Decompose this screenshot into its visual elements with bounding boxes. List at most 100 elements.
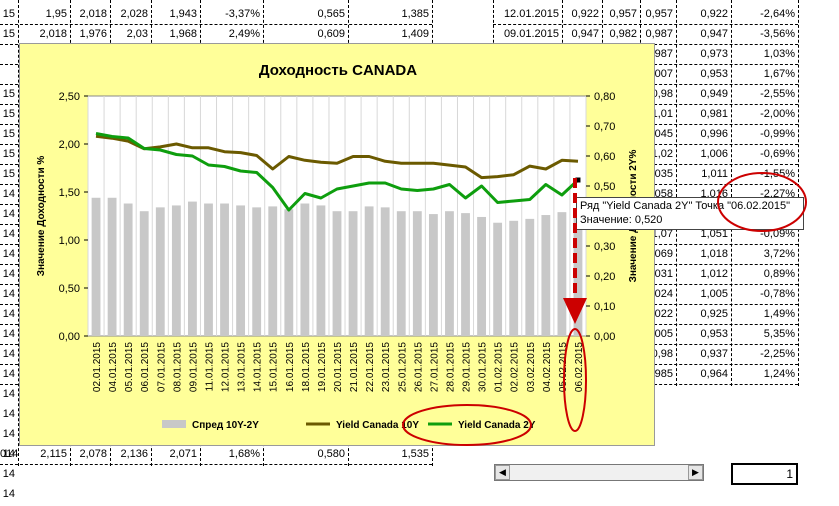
sheet-cell[interactable]: ,005 (651, 328, 673, 340)
sheet-cell[interactable]: -0,78% (760, 288, 795, 300)
sheet-cell[interactable]: 15 (2, 88, 15, 100)
sheet-cell[interactable]: 2,018 (79, 8, 107, 20)
sheet-cell[interactable]: ,985 (651, 368, 673, 380)
horizontal-scrollbar[interactable]: ◀ ▶ (494, 464, 704, 481)
scroll-left-icon[interactable]: ◀ (495, 465, 510, 480)
sheet-cell[interactable]: 1,24% (763, 368, 795, 380)
sheet-cell[interactable]: 1,006 (700, 148, 728, 160)
sheet-cell[interactable]: 2,018 (39, 28, 67, 40)
sheet-cell[interactable]: -0,69% (760, 148, 795, 160)
sheet-cell[interactable]: 0,89% (763, 268, 795, 280)
sheet-cell[interactable]: 0,973 (700, 48, 728, 60)
sheet-cell[interactable]: 0,996 (700, 128, 728, 140)
sheet-cell[interactable]: -2,64% (760, 8, 795, 20)
sheet-cell[interactable]: 15 (2, 148, 15, 160)
sheet-cell[interactable]: -0,99% (760, 128, 795, 140)
sheet-cell[interactable]: ,987 (651, 48, 673, 60)
sheet-cell[interactable]: 0,964 (700, 368, 728, 380)
sheet-cell[interactable]: 14 (2, 488, 15, 500)
sheet-cell[interactable]: 2,028 (120, 8, 148, 20)
sheet-cell[interactable]: 2,078 (79, 448, 107, 460)
sheet-cell[interactable]: 1,409 (401, 28, 429, 40)
sheet-cell[interactable]: 0,953 (700, 328, 728, 340)
sheet-cell[interactable]: 14 (2, 428, 15, 440)
sheet-cell[interactable]: 3,72% (763, 248, 795, 260)
sheet-cell[interactable]: 2,115 (40, 448, 67, 460)
sheet-cell[interactable]: 14 (2, 268, 15, 280)
sheet-cell[interactable]: 15 (2, 8, 15, 20)
sheet-cell[interactable]: 12.01.2015 (503, 8, 559, 20)
sheet-cell[interactable]: 1,943 (169, 8, 197, 20)
sheet-cell[interactable]: 1,011 (701, 168, 728, 180)
sheet-cell[interactable]: 09.01.2015 (503, 28, 559, 40)
sheet-cell[interactable]: 0,580 (317, 448, 345, 460)
sheet-cell[interactable]: 1,01 (651, 108, 673, 120)
sheet-cell[interactable]: ,024 (651, 288, 673, 300)
sheet-cell[interactable]: 0,947 (571, 28, 599, 40)
sheet-cell[interactable]: 14 (2, 368, 15, 380)
page-value-cell[interactable]: 1 (731, 463, 798, 485)
sheet-cell[interactable]: -2,25% (760, 348, 795, 360)
sheet-cell[interactable]: 0,565 (317, 8, 345, 20)
sheet-cell[interactable]: -1,55% (760, 168, 795, 180)
sheet-cell[interactable]: 14 (2, 308, 15, 320)
sheet-cell[interactable]: 1,535 (401, 448, 429, 460)
sheet-cell[interactable]: 1,976 (79, 28, 107, 40)
sheet-cell[interactable]: 15 (2, 108, 15, 120)
sheet-cell[interactable]: 014 (0, 448, 19, 460)
sheet-cell[interactable]: 1,012 (700, 268, 728, 280)
sheet-cell[interactable]: 14 (2, 208, 15, 220)
sheet-cell[interactable]: -3,56% (760, 28, 795, 40)
sheet-cell[interactable]: ,007 (651, 68, 673, 80)
sheet-cell[interactable]: 0,98 (651, 88, 673, 100)
sheet-cell[interactable]: 14 (2, 468, 15, 480)
sheet-cell[interactable]: 0,987 (645, 28, 673, 40)
sheet-cell[interactable]: -2,55% (760, 88, 795, 100)
sheet-cell[interactable]: 0,957 (609, 8, 637, 20)
sheet-cell[interactable]: 14 (2, 228, 15, 240)
sheet-cell[interactable]: 0,947 (700, 28, 728, 40)
scroll-right-icon[interactable]: ▶ (688, 465, 703, 480)
sheet-cell[interactable]: 2,136 (120, 448, 148, 460)
sheet-cell[interactable]: 0,957 (645, 8, 673, 20)
sheet-cell[interactable]: 0,609 (317, 28, 345, 40)
sheet-cell[interactable]: 0,949 (700, 88, 728, 100)
sheet-cell[interactable]: 1,49% (763, 308, 795, 320)
sheet-cell[interactable]: 1,968 (169, 28, 197, 40)
sheet-cell[interactable]: 0,922 (700, 8, 728, 20)
sheet-cell[interactable]: ,035 (651, 168, 673, 180)
chart-area[interactable]: Доходность CANADA 0,00 0,50 1,00 1,50 2,00 2,5… (19, 43, 655, 446)
sheet-cell[interactable]: 14 (2, 288, 15, 300)
sheet-cell[interactable]: 14 (2, 188, 15, 200)
sheet-cell[interactable]: 14 (2, 408, 15, 420)
sheet-cell[interactable]: 0,925 (700, 308, 728, 320)
sheet-cell[interactable]: 14 (2, 248, 15, 260)
sheet-cell[interactable]: 14 (2, 388, 15, 400)
sheet-cell[interactable]: ,022 (651, 308, 673, 320)
sheet-cell[interactable]: 0,98 (651, 348, 673, 360)
sheet-cell[interactable]: 1,005 (700, 288, 728, 300)
sheet-cell[interactable]: 2,49% (228, 28, 260, 40)
sheet-cell[interactable]: 1,385 (401, 8, 429, 20)
sheet-cell[interactable]: ,045 (651, 128, 673, 140)
sheet-cell[interactable]: 1,95 (45, 8, 67, 20)
sheet-cell[interactable]: 14 (2, 448, 15, 460)
sheet-cell[interactable]: 15 (2, 28, 15, 40)
sheet-cell[interactable]: -2,00% (760, 108, 795, 120)
sheet-cell[interactable]: 1,07 (651, 228, 673, 240)
sheet-cell[interactable]: 1,03% (763, 48, 795, 60)
sheet-cell[interactable]: 1,02 (651, 148, 673, 160)
sheet-cell[interactable]: ,069 (651, 248, 673, 260)
sheet-cell[interactable]: 0,981 (700, 108, 728, 120)
sheet-cell[interactable]: 0,982 (609, 28, 637, 40)
sheet-cell[interactable]: 15 (2, 128, 15, 140)
sheet-cell[interactable]: 15 (2, 168, 15, 180)
sheet-cell[interactable]: 5,35% (763, 328, 795, 340)
sheet-cell[interactable]: 14 (2, 328, 15, 340)
sheet-cell[interactable]: 1,67% (763, 68, 795, 80)
sheet-cell[interactable]: 1,018 (700, 248, 728, 260)
sheet-cell[interactable]: ,031 (651, 268, 673, 280)
sheet-cell[interactable]: 0,937 (700, 348, 728, 360)
sheet-cell[interactable]: 2,03 (126, 28, 148, 40)
sheet-cell[interactable]: 0,922 (571, 8, 599, 20)
